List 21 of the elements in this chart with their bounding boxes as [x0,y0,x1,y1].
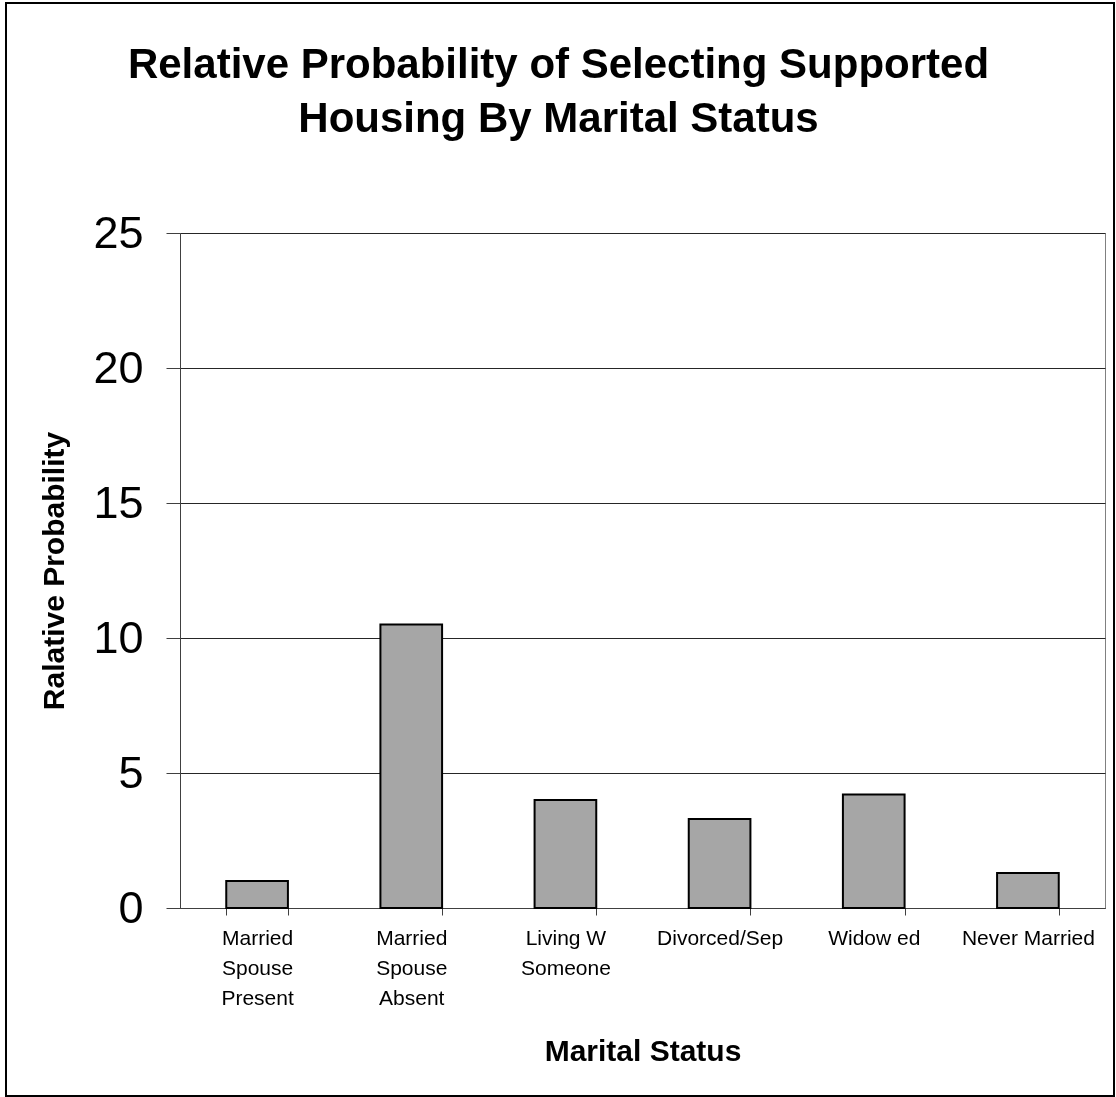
bar [687,817,752,909]
x-tick-label: Married Spouse Absent [376,925,448,1009]
bar [533,799,598,909]
y-tick-label: 5 [118,746,144,798]
x-tick-label: Living W Someone [520,925,611,979]
y-tick-label: 10 [93,611,144,663]
x-tick-label: Married Spouse Present [221,925,294,1009]
bar [841,793,906,909]
bar [379,623,444,909]
y-tick-label: 0 [118,881,144,933]
x-axis-title: Marital Status [544,1033,742,1067]
y-tick-label: 20 [93,341,144,393]
y-tick-label: 25 [93,206,144,258]
x-tick-label: Widow ed [828,925,921,949]
bar [225,880,289,909]
x-tick-label: Divorced/Sep [657,925,784,949]
x-tick-label: Never Married [961,925,1095,949]
y-tick-label: 15 [93,476,144,528]
chart-title: Relative Probability of Selecting Supported Housing By Marital Status [127,40,990,141]
y-axis-title: Ralative Probability [37,431,71,711]
bar [996,871,1060,909]
